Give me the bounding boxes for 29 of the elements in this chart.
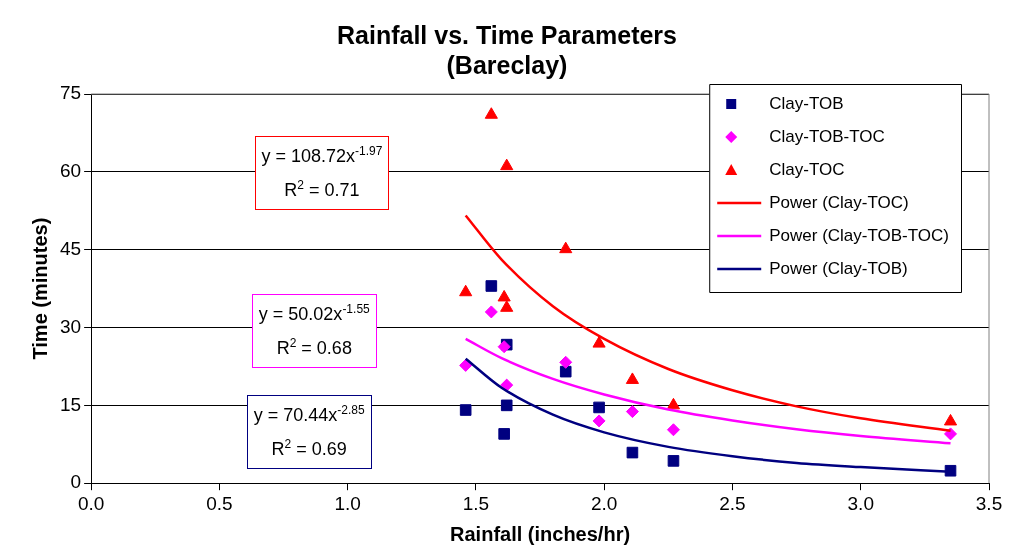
y-tick-label: 75	[59, 82, 82, 104]
y-tick-label: 0	[70, 471, 82, 493]
legend-label: Clay-TOC	[769, 159, 845, 179]
annotation: R$^{2}$ = 0.68	[275, 334, 353, 360]
legend-label: Clay-TOB	[769, 93, 844, 113]
x-tick-label: 0.5	[206, 492, 233, 514]
x-tick-label: 2.0	[590, 492, 618, 514]
y-tick-label: 30	[59, 315, 82, 337]
x-axis-title: Rainfall (inches/hr)	[450, 522, 631, 545]
legend-label: Power (Clay-TOC)	[769, 192, 909, 212]
x-tick-label: 1.5	[462, 492, 490, 514]
x-tick-label: 3.5	[975, 492, 1003, 514]
annotation: y = 108.72x$^{-1.97}$	[261, 142, 383, 168]
y-tick-label: 60	[59, 160, 82, 182]
chart-title: Rainfall vs. Time Parameters (Bareclay)	[337, 20, 677, 79]
y-tick-label: 45	[59, 237, 82, 259]
x-tick-label: 0.0	[77, 492, 105, 514]
legend-label: Power (Clay-TOB)	[769, 258, 908, 278]
x-tick-label: 2.5	[719, 492, 746, 514]
y-tick-label: 15	[59, 393, 82, 415]
x-tick-label: 3.0	[847, 492, 874, 514]
legend-label: Power (Clay-TOB-TOC)	[769, 225, 949, 245]
annotation: R$^{2}$ = 0.71	[283, 176, 361, 202]
annotation: y = 70.44x$^{-2.85}$	[253, 401, 365, 427]
annotation: R$^{2}$ = 0.69	[270, 435, 348, 461]
x-tick-label: 1.0	[334, 492, 361, 514]
legend-label: Clay-TOB-TOC	[769, 126, 885, 146]
y-axis-title: Time (minutes)	[28, 217, 51, 360]
annotation: y = 50.02x$^{-1.55}$	[258, 300, 370, 326]
